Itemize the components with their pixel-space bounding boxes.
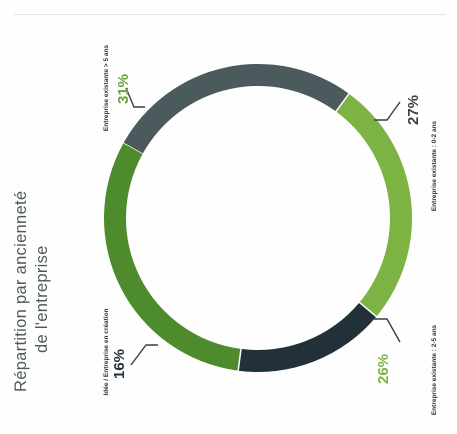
donut-slice-1	[123, 64, 349, 155]
chart-title-line-2: de l'entreprise	[33, 245, 51, 353]
leader-line-2	[374, 318, 401, 343]
leader-line-1	[374, 101, 401, 121]
slice-separator	[237, 347, 242, 372]
slice-separator	[358, 301, 378, 318]
leader-line-4	[125, 87, 145, 108]
slice-category-label: Entreprise existante : 2-5 ans	[431, 324, 438, 415]
top-divider	[14, 14, 446, 15]
slice-value-label: 26%	[375, 354, 392, 384]
slice-value-label: 27%	[405, 95, 422, 125]
slice-value-label: 31%	[115, 74, 132, 104]
donut-slice-2	[335, 93, 413, 317]
slice-category-label: Idée / Entreprise en création	[103, 308, 110, 395]
chart-title-line-1: Répartition par ancienneté	[12, 191, 30, 392]
donut-slice-3	[238, 302, 377, 372]
slice-category-label: Entreprise existante : 0-2 ans	[431, 120, 438, 211]
slice-separator	[334, 92, 351, 113]
leader-line-3	[130, 344, 158, 366]
slice-value-label: 16%	[111, 349, 128, 379]
slice-category-label: Entreprise existante > 5 ans	[103, 45, 110, 132]
donut-slice-4	[103, 143, 241, 371]
